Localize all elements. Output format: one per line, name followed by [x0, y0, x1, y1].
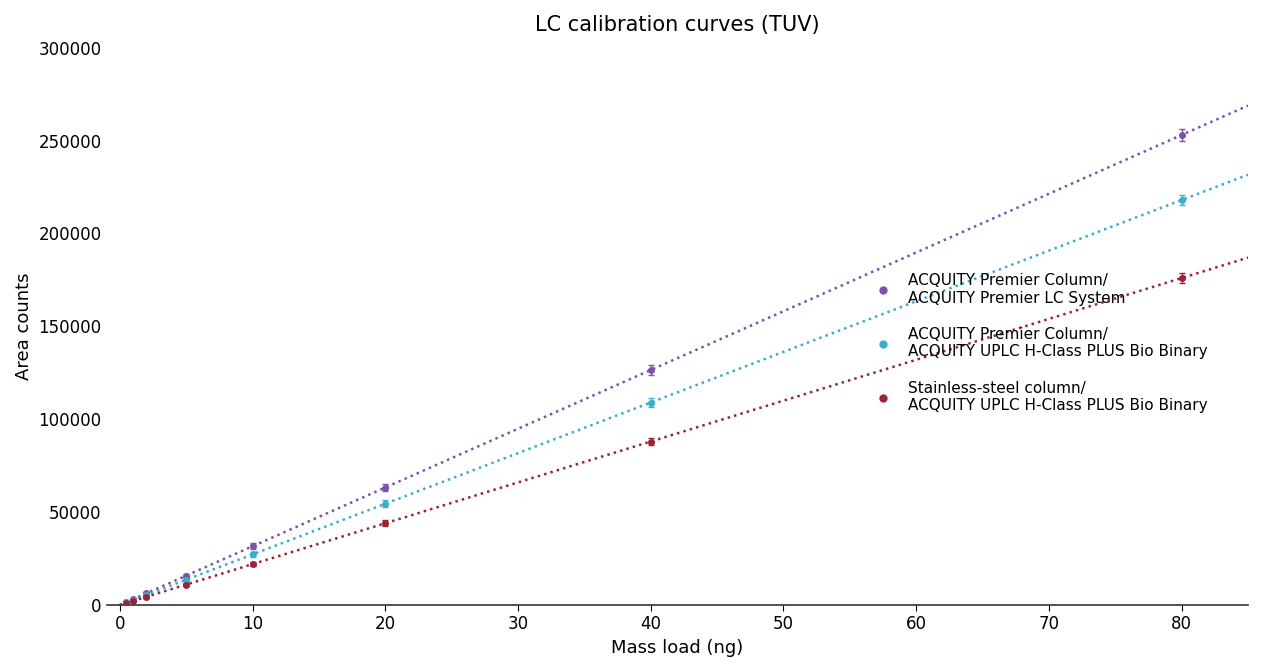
- Legend: ACQUITY Premier Column/
ACQUITY Premier LC System, ACQUITY Premier Column/
ACQUI: ACQUITY Premier Column/ ACQUITY Premier …: [861, 267, 1213, 419]
- X-axis label: Mass load (ng): Mass load (ng): [611, 639, 744, 657]
- Title: LC calibration curves (TUV): LC calibration curves (TUV): [535, 15, 819, 35]
- Y-axis label: Area counts: Area counts: [15, 273, 33, 380]
